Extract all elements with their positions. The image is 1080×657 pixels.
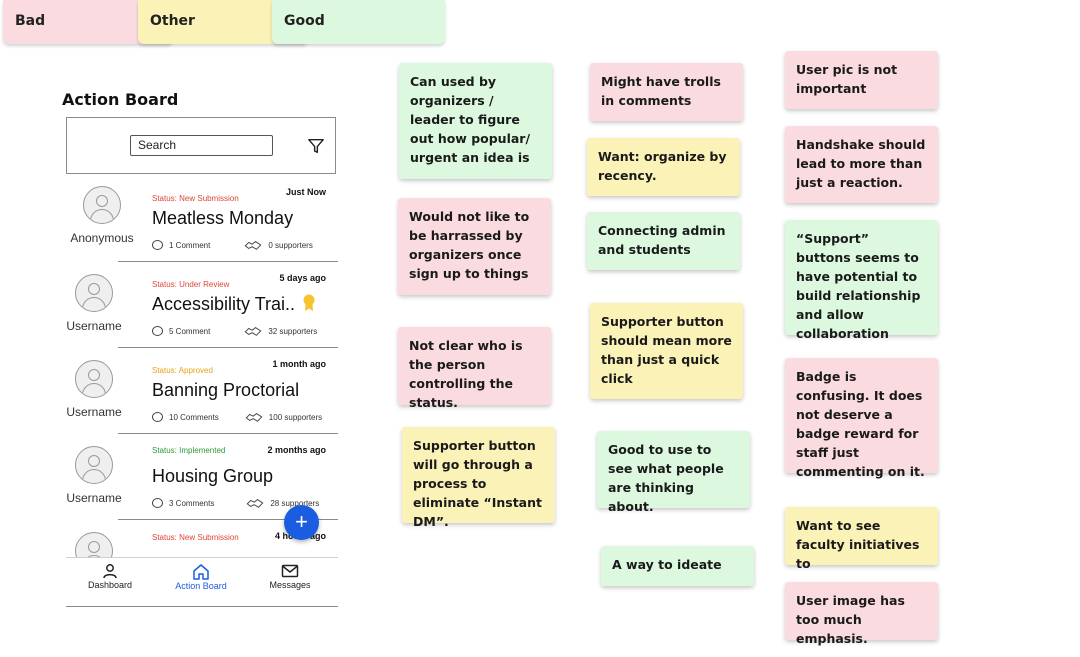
user-avatar-group [66,532,130,558]
user-avatar-group: Username [66,360,130,419]
divider [118,347,338,348]
comment-icon[interactable] [152,498,163,508]
handshake-icon[interactable] [246,497,264,509]
idea-feed: Anonymous Status: New Submission Just No… [66,178,338,558]
sticky-note: Would not like to be harrassed by organi… [398,198,551,295]
nav-action-board-label: Action Board [175,581,227,591]
user-icon [103,564,117,579]
status-label: Status: Implemented [152,446,226,455]
comment-icon[interactable] [152,240,163,250]
status-label: Status: Under Review [152,280,230,289]
comment-icon[interactable] [152,412,163,422]
sticky-note: Not clear who is the person controlling … [398,327,551,410]
nav-dashboard-label: Dashboard [87,580,133,590]
sticky-note: “Support” buttons seems to have potentia… [785,220,938,341]
avatar [83,186,121,224]
idea-title-text[interactable]: Accessibility Trai.. [152,294,296,314]
search-bar: Search [66,117,336,174]
avatar [75,360,113,398]
page-title: Action Board [62,90,179,109]
nav-action-board[interactable]: Action Board [161,563,241,591]
avatar [75,532,113,558]
sticky-note: Supporter button will go through a proce… [402,427,555,529]
sticky-note: Want to see faculty initiatives to [785,507,938,571]
avatar-name: Username [66,405,122,419]
idea-title[interactable]: Accessibility Trai.. [152,294,316,315]
idea-title[interactable]: Housing Group [152,466,274,486]
sticky-note: Good to use to see what people are think… [597,431,750,514]
badge-icon [303,294,315,311]
status-label: Status: Approved [152,366,213,375]
legend-good: Good [272,0,445,44]
supporter-count[interactable]: 28 supporters [270,498,320,508]
comment-icon[interactable] [152,326,163,336]
comment-count[interactable]: 1 Comment [169,240,211,250]
avatar-name: Username [66,319,122,333]
idea-title[interactable]: Meatless Monday [152,208,294,228]
avatar-name: Anonymous [70,231,134,245]
timestamp: 2 months ago [267,445,326,455]
handshake-icon[interactable] [245,411,263,423]
sticky-note: Can used by organizers / leader to figur… [399,63,552,179]
status-label: Status: New Submission [152,194,239,203]
supporter-count[interactable]: 32 supporters [268,326,318,336]
divider [118,433,338,434]
idea-card[interactable]: Username Status: Approved 1 month ago Ba… [66,350,338,436]
user-avatar-group: Username [66,274,130,333]
sticky-note: Handshake should lead to more than just … [785,126,938,203]
bottom-nav: Dashboard Action Board Messages [66,557,338,607]
handshake-icon[interactable] [244,325,262,337]
mail-icon [281,564,299,578]
sticky-note: User image has too much emphasis. [785,582,938,646]
home-icon [193,564,209,580]
avatar-name: Username [66,491,122,505]
supporter-count[interactable]: 100 supporters [268,412,323,422]
handshake-icon[interactable] [244,239,262,251]
sticky-note: Want: organize by recency. [587,138,740,196]
supporter-count[interactable]: 0 supporters [268,240,313,250]
nav-messages-label: Messages [269,580,311,590]
user-avatar-group: Username [66,446,130,505]
divider [118,519,338,520]
idea-card[interactable]: Username Status: Implemented 2 months ag… [66,436,338,522]
comment-count[interactable]: 10 Comments [169,412,219,422]
search-input[interactable]: Search [130,135,273,156]
comment-count[interactable]: 3 Comments [169,498,215,508]
sticky-note: Might have trolls in comments [590,63,743,121]
idea-card[interactable]: Username Status: Under Review 5 days ago… [66,264,338,350]
filter-icon[interactable] [307,137,325,155]
status-label: Status: New Submission [152,533,239,542]
idea-title[interactable]: Banning Proctorial [152,380,300,400]
idea-card[interactable]: Anonymous Status: New Submission Just No… [66,178,338,264]
timestamp: Just Now [285,187,326,197]
sticky-note: Badge is confusing. It does not deserve … [785,358,938,479]
sticky-note: Supporter button should mean more than j… [590,303,743,399]
user-avatar-group: Anonymous [66,186,138,245]
avatar [75,446,113,484]
timestamp: 5 days ago [279,273,326,283]
timestamp: 1 month ago [272,359,327,369]
sticky-note: A way to ideate [601,546,754,586]
add-idea-button[interactable]: + [284,505,319,540]
sticky-note: User pic is not important [785,51,938,109]
sticky-note: Connecting admin and students [587,212,740,270]
nav-messages[interactable]: Messages [250,563,330,590]
avatar [75,274,113,312]
divider [118,261,338,262]
nav-dashboard[interactable]: Dashboard [70,563,150,590]
comment-count[interactable]: 5 Comment [169,326,211,336]
